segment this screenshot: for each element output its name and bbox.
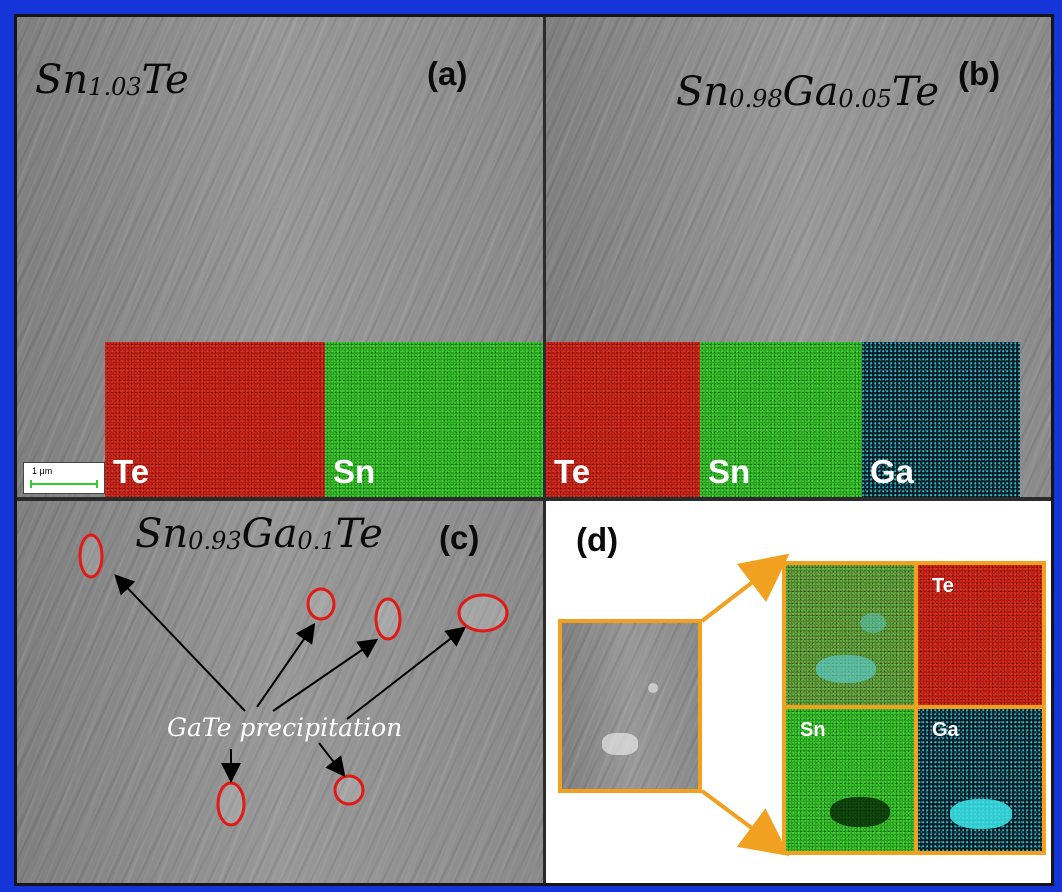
ga-overlay-spot [816,655,876,683]
element-label-te: Te [554,453,591,490]
precipitate-circle [457,593,509,633]
formula-b-part: Sn [676,69,730,115]
precipitate-spot [648,683,658,693]
panel-letter-d: (d) [576,521,619,558]
panel-b: Sn0.98Ga0.05Te (b) Te Sn Ga [546,17,1051,497]
annotation-arrow [318,742,346,778]
eds-map-grid: Te Sn Ga [782,561,1046,855]
precipitate-circle [333,774,365,806]
panel-a: Sn1.03Te (a) Te Sn 1 μm [17,17,543,497]
formula-a-part: Te [141,57,189,103]
composite-figure: Sn1.03Te (a) Te Sn 1 μm Sn0.98Ga0.05Te (… [14,14,1054,886]
sem-inset-region [558,619,702,793]
element-map-te: Te [546,342,700,497]
element-map-ga: Ga [918,709,1042,851]
scale-bar-label: 1 μm [32,466,53,476]
precipitate-circle [216,781,246,827]
formula-b-part: Te [891,69,940,115]
panel-letter-b: (b) [958,55,1001,92]
element-label-te: Te [113,453,150,490]
precipitate-circle [306,587,336,621]
element-map-sn: Sn [325,342,543,497]
precipitate-annotations [78,533,509,827]
element-label-ga: Ga [870,453,915,490]
formula-c-sub: 0.1 [297,527,336,555]
formula-a-sub: 1.03 [88,73,142,101]
formula-a-part: Sn [35,57,89,103]
element-map-te: Te [918,565,1042,705]
ga-rich-region [950,799,1012,829]
panel-d: (d) Te Sn [546,501,1051,883]
scale-bar: 1 μm [23,462,105,494]
gate-precipitation-label: GaTe precipitation [167,713,403,742]
formula-b: Sn0.98Ga0.05Te [676,69,939,115]
formula-c: Sn0.93Ga0.1Te [135,511,383,557]
formula-b-sub: 0.05 [838,85,892,113]
element-map-ga: Ga [862,342,1020,497]
panel-c: Sn0.93Ga0.1Te (c) GaTe precipitation [17,501,543,883]
element-label-sn: Sn [800,719,826,741]
precipitate-circle [374,597,402,641]
formula-c-sub: 0.93 [188,527,242,555]
panel-letter-a: (a) [427,55,468,92]
formula-c-part: Te [335,511,383,557]
formula-a: Sn1.03Te [35,57,189,103]
element-map-te: Te [105,342,325,497]
element-label-sn: Sn [333,453,376,490]
element-label-te: Te [932,575,954,597]
element-label-ga: Ga [932,719,959,741]
panel-letter-c: (c) [439,519,480,556]
scale-bar-line [30,480,98,488]
formula-c-part: Sn [135,511,189,557]
ga-overlay-spot [860,613,886,633]
element-map-overlay [786,565,914,705]
annotation-arrow [272,638,379,712]
annotation-arrow [114,574,246,712]
formula-c-part: Ga [241,511,298,557]
annotation-arrow [346,626,467,720]
formula-b-sub: 0.98 [729,85,783,113]
element-map-sn: Sn [786,709,914,851]
zoom-connector [700,553,790,857]
element-map-sn: Sn [700,342,862,497]
precipitate-spot [602,733,638,755]
sn-depleted-region [830,797,890,827]
precipitate-circle [78,533,104,579]
element-label-sn: Sn [708,453,751,490]
formula-b-part: Ga [782,69,839,115]
annotation-arrow [256,622,316,708]
